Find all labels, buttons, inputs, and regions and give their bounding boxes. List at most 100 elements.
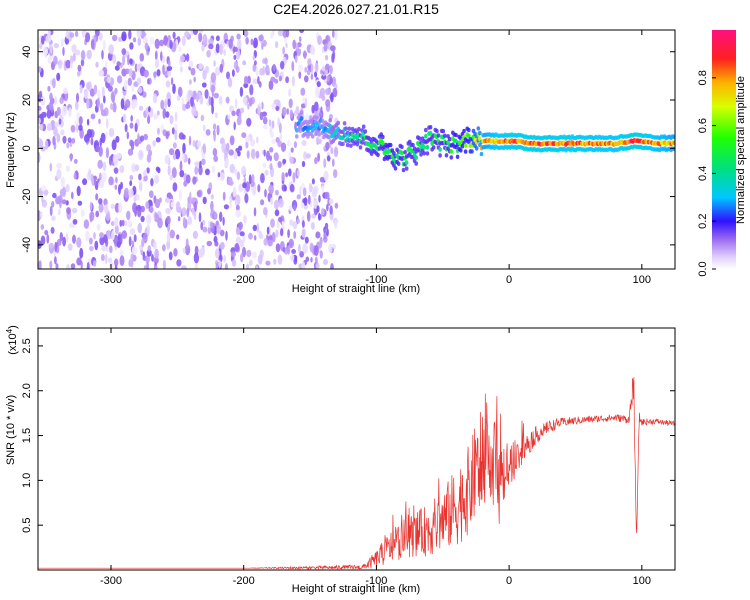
noise-blob [129,180,133,187]
noise-blob [194,166,199,175]
noise-blob [279,122,282,134]
noise-blob [144,42,149,51]
noise-blob [238,183,244,193]
signal-halo [428,125,433,130]
noise-blob [185,174,191,184]
noise-blob [110,203,115,209]
noise-blob [71,137,76,144]
signal-halo [315,115,320,120]
noise-blob [312,186,318,197]
noise-blob [219,229,225,237]
noise-blob [97,159,103,169]
noise-blob [290,147,294,153]
y-tick-label: 0.5 [21,518,33,533]
noise-blob [206,50,211,58]
noise-blob [331,53,335,63]
noise-blob [246,263,250,269]
noise-blob [100,132,106,144]
noise-blob [90,137,94,146]
noise-blob [255,66,259,77]
signal-halo [438,153,442,158]
noise-blob [194,111,199,117]
noise-blob [210,194,214,200]
noise-blob [89,237,93,245]
noise-blob [247,75,251,84]
noise-blob [53,126,58,137]
noise-blob [330,263,334,269]
noise-blob [225,96,230,104]
noise-blob [190,96,194,107]
signal-point [381,140,385,146]
noise-blob [301,261,306,269]
noise-blob [175,201,181,212]
noise-blob [153,113,159,120]
noise-blob [317,35,322,45]
noise-blob [103,204,109,214]
noise-blob [285,30,290,38]
noise-blob [114,264,118,269]
noise-blob [185,53,190,62]
noise-blob [207,226,212,235]
noise-blob [179,169,185,178]
noise-blob [240,253,244,263]
noise-blob [61,186,67,197]
noise-blob [164,98,168,109]
noise-blob [77,71,81,77]
noise-blob [248,232,253,240]
noise-blob [235,236,242,245]
noise-blob [193,76,196,83]
noise-blob [268,184,274,194]
noise-blob [216,224,221,235]
signal-halo [299,110,304,115]
noise-blob [82,178,88,186]
noise-blob [60,38,64,48]
noise-blob [115,135,120,143]
noise-blob [270,218,275,228]
noise-blob [267,239,273,247]
noise-blob [164,154,170,165]
noise-blob [259,68,264,76]
colorbar-tick-label: 0.4 [697,166,709,181]
noise-blob [255,136,259,144]
noise-blob [41,111,47,118]
signal-halo [342,121,347,126]
noise-blob [281,172,285,182]
noise-blob [271,138,277,144]
noise-blob [268,80,274,90]
noise-blob [148,149,153,157]
noise-blob [143,133,148,141]
noise-blob [93,36,97,47]
noise-blob [165,111,170,118]
noise-blob [314,157,318,165]
noise-blob [229,135,235,146]
noise-blob [295,42,299,50]
noise-blob [223,255,226,263]
noise-blob [152,93,158,104]
signal-point [404,160,409,166]
noise-blob [242,96,248,104]
signal-halo [422,151,427,156]
noise-blob [83,134,90,143]
noise-blob [293,204,297,212]
noise-blob [86,98,90,110]
noise-blob [307,58,312,66]
x-tick-label: -100 [365,575,387,587]
noise-blob [83,90,89,99]
y-tick-label: 2.5 [21,338,33,353]
noise-blob [76,185,81,197]
noise-blob [237,39,242,50]
signal-point [299,116,304,121]
noise-blob [46,109,52,119]
noise-blob [114,237,118,247]
noise-blob [86,82,90,90]
noise-blob [192,230,198,239]
noise-blob [77,200,83,206]
noise-blob [293,141,297,149]
noise-blob [284,185,287,192]
noise-blob [90,113,96,120]
spectrogram-y-axis: -40 -20 0 20 40 [21,46,675,253]
noise-blob [303,197,308,206]
noise-blob [140,31,147,38]
noise-blob [272,63,276,72]
noise-blob [209,221,214,229]
